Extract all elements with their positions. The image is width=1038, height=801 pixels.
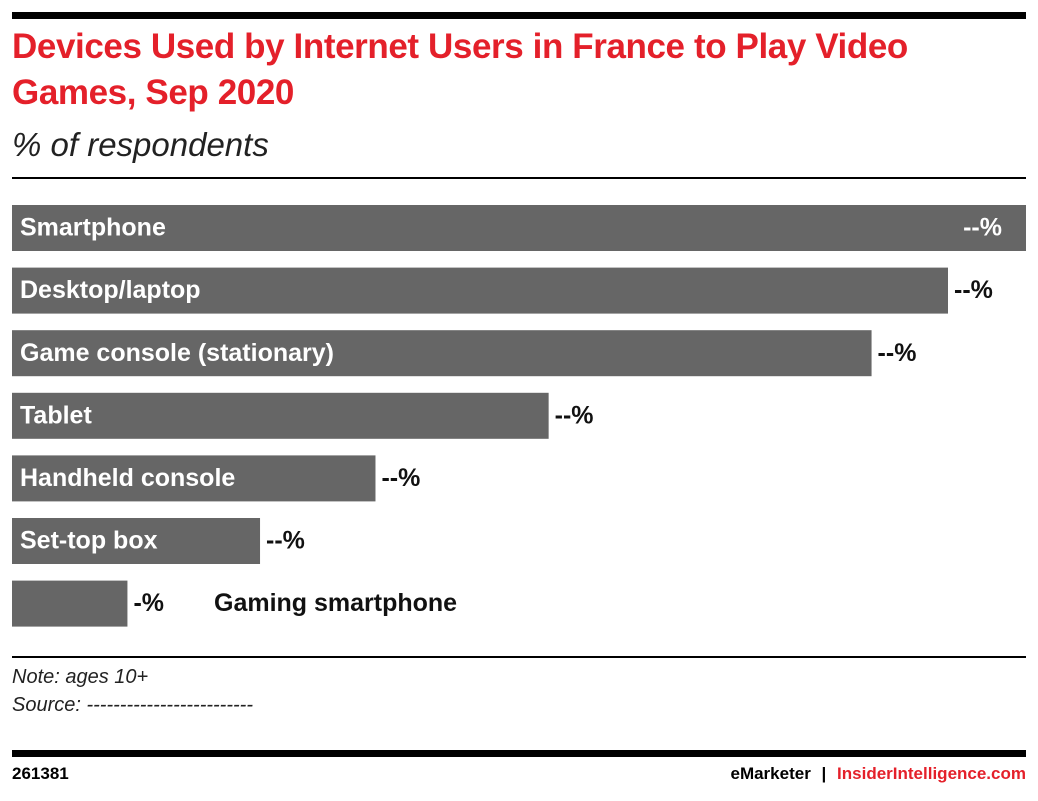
top-rule	[12, 12, 1026, 19]
chart-id: 261381	[12, 764, 69, 783]
category-label: Desktop/laptop	[20, 276, 201, 304]
bar	[12, 392, 549, 439]
bar	[12, 455, 376, 502]
source: Source: -------------------------	[12, 694, 253, 716]
bar	[12, 267, 948, 314]
chart-subtitle: % of respondents	[12, 126, 269, 163]
bar	[12, 330, 872, 377]
note: Note: ages 10+	[12, 666, 149, 688]
brand: eMarketer	[730, 764, 811, 783]
category-label: Set-top box	[20, 527, 158, 555]
footer-rule	[12, 656, 1026, 658]
value-label: --%	[878, 339, 917, 367]
category-label: Gaming smartphone	[214, 589, 457, 617]
bar	[12, 518, 261, 564]
bar	[12, 580, 128, 627]
branding: eMarketer | InsiderIntelligence.com	[730, 764, 1026, 784]
value-label: --%	[266, 527, 305, 555]
value-label: -%	[133, 589, 164, 617]
site: InsiderIntelligence.com	[837, 764, 1026, 783]
value-label: --%	[963, 214, 1002, 242]
category-label: Handheld console	[20, 464, 235, 492]
value-label: --%	[555, 401, 594, 429]
bottom-rule	[12, 750, 1026, 757]
bar	[12, 205, 1026, 251]
separator: |	[821, 764, 827, 783]
chart-title: Devices Used by Internet Users in France…	[12, 27, 908, 112]
category-label: Smartphone	[20, 214, 166, 242]
value-label: --%	[954, 276, 993, 304]
value-label: --%	[381, 464, 420, 492]
header-rule	[12, 177, 1026, 179]
category-label: Tablet	[20, 401, 92, 429]
category-label: Game console (stationary)	[20, 339, 334, 367]
